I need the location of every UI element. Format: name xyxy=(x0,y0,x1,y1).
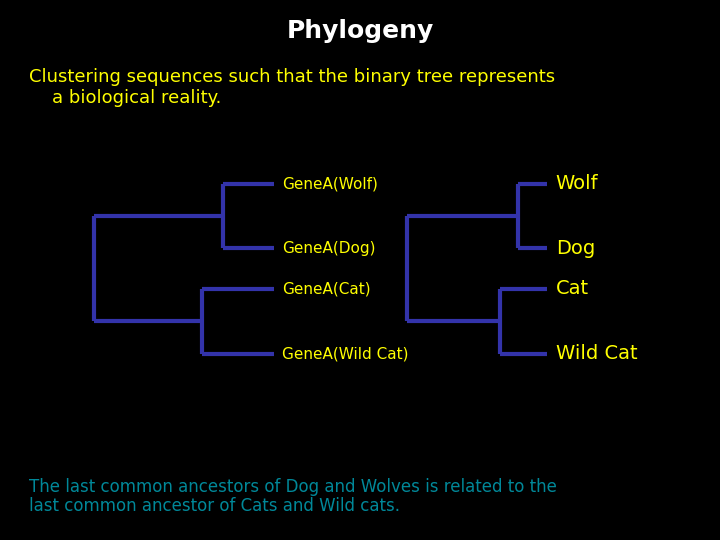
Text: a biological reality.: a biological reality. xyxy=(29,89,221,107)
Text: Clustering sequences such that the binary tree represents: Clustering sequences such that the binar… xyxy=(29,68,555,85)
Text: GeneA(Wolf): GeneA(Wolf) xyxy=(282,176,378,191)
Text: GeneA(Dog): GeneA(Dog) xyxy=(282,241,376,256)
Text: The last common ancestors of Dog and Wolves is related to the: The last common ancestors of Dog and Wol… xyxy=(29,478,557,496)
Text: Dog: Dog xyxy=(556,239,595,258)
Text: last common ancestor of Cats and Wild cats.: last common ancestor of Cats and Wild ca… xyxy=(29,497,400,515)
Text: Wild Cat: Wild Cat xyxy=(556,344,637,363)
Text: GeneA(Wild Cat): GeneA(Wild Cat) xyxy=(282,346,409,361)
Text: Cat: Cat xyxy=(556,279,589,299)
Text: Wolf: Wolf xyxy=(556,174,598,193)
Text: Phylogeny: Phylogeny xyxy=(287,19,433,43)
Text: GeneA(Cat): GeneA(Cat) xyxy=(282,281,371,296)
